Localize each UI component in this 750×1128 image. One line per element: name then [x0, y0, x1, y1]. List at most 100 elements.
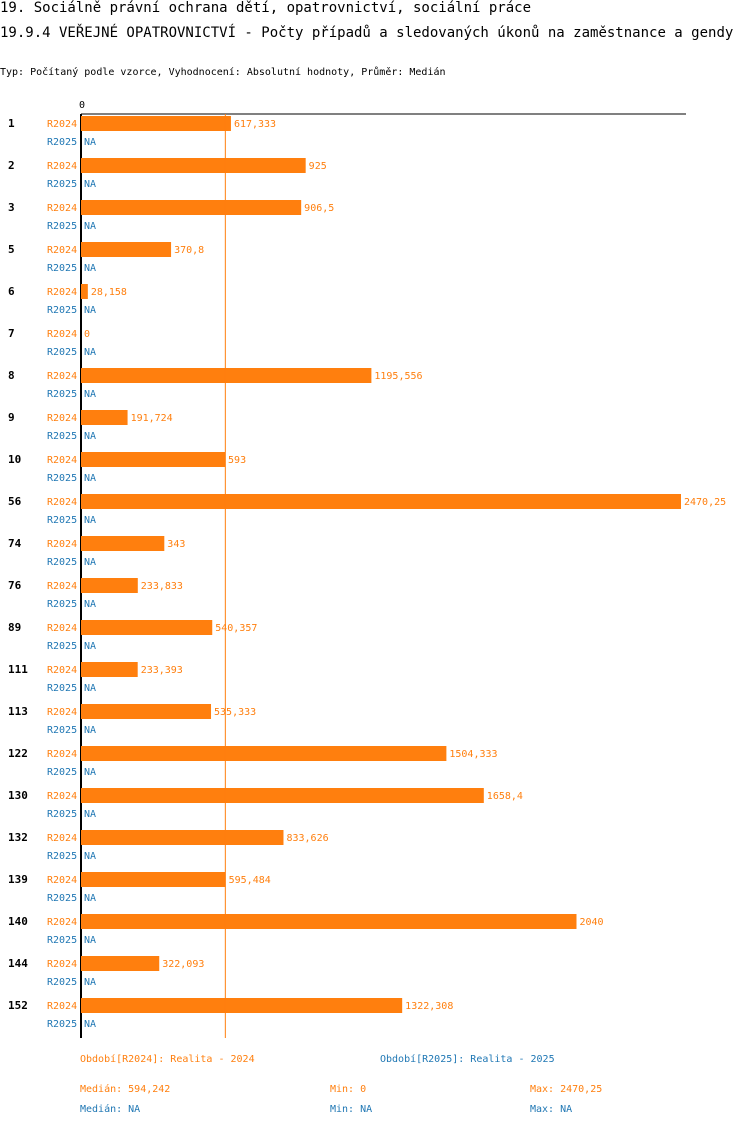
series-label-r2025: R2025: [47, 935, 77, 946]
bar-r2024: [81, 452, 226, 467]
median-r2025: Medián: NA: [80, 1104, 141, 1115]
category-label: 76: [8, 579, 22, 592]
data-label-r2024: 233,393: [141, 665, 183, 676]
series-label-r2024: R2024: [47, 917, 77, 928]
category-label: 122: [8, 747, 28, 760]
series-label-r2024: R2024: [47, 287, 77, 298]
legend-r2025: Období[R2025]: Realita - 2025: [380, 1054, 555, 1065]
series-label-r2024: R2024: [47, 329, 77, 340]
category-label: 9: [8, 411, 15, 424]
data-label-r2025: NA: [84, 599, 96, 610]
series-label-r2024: R2024: [47, 749, 77, 760]
data-label-r2025: NA: [84, 683, 96, 694]
chart-subtitle: 19.9.4 VEŘEJNÉ OPATROVNICTVÍ - Počty pří…: [0, 25, 734, 41]
series-label-r2025: R2025: [47, 557, 77, 568]
data-label-r2025: NA: [84, 557, 96, 568]
category-label: 89: [8, 621, 21, 634]
category-label: 113: [8, 705, 28, 718]
series-label-r2025: R2025: [47, 641, 77, 652]
bar-r2024: [81, 746, 447, 761]
series-label-r2024: R2024: [47, 245, 77, 256]
data-label-r2025: NA: [84, 1019, 96, 1030]
data-label-r2024: 925: [309, 161, 327, 172]
category-label: 6: [8, 285, 15, 298]
bar-r2024: [81, 200, 302, 215]
series-label-r2025: R2025: [47, 179, 77, 190]
series-label-r2024: R2024: [47, 875, 77, 886]
data-label-r2025: NA: [84, 305, 96, 316]
data-label-r2025: NA: [84, 179, 96, 190]
data-label-r2024: 535,333: [214, 707, 256, 718]
series-label-r2025: R2025: [47, 725, 77, 736]
data-label-r2025: NA: [84, 473, 96, 484]
bar-r2024: [81, 704, 212, 719]
data-label-r2025: NA: [84, 389, 96, 400]
category-label: 3: [8, 201, 15, 214]
data-label-r2025: NA: [84, 515, 96, 526]
bar-r2024: [81, 494, 681, 509]
series-label-r2024: R2024: [47, 203, 77, 214]
data-label-r2024: 343: [167, 539, 185, 550]
series-label-r2025: R2025: [47, 263, 77, 274]
category-label: 140: [8, 915, 28, 928]
x-axis-zero-label: 0: [79, 100, 85, 111]
bar-r2024: [81, 914, 577, 929]
bar-r2024: [81, 788, 484, 803]
bar-r2024: [81, 116, 231, 131]
data-label-r2024: 595,484: [229, 875, 271, 886]
category-label: 152: [8, 999, 28, 1012]
series-label-r2024: R2024: [47, 539, 77, 550]
series-label-r2025: R2025: [47, 809, 77, 820]
bar-r2024: [81, 410, 128, 425]
series-label-r2024: R2024: [47, 413, 77, 424]
series-label-r2024: R2024: [47, 497, 77, 508]
chart-type-line: Typ: Počítaný podle vzorce, Vyhodnocení:…: [0, 67, 446, 78]
data-label-r2024: 0: [84, 329, 90, 340]
data-label-r2024: 191,724: [131, 413, 173, 424]
bar-r2024: [81, 158, 306, 173]
data-label-r2024: 617,333: [234, 119, 276, 130]
series-label-r2024: R2024: [47, 119, 77, 130]
category-label: 111: [8, 663, 28, 676]
series-label-r2024: R2024: [47, 707, 77, 718]
series-label-r2025: R2025: [47, 893, 77, 904]
legend-r2024: Období[R2024]: Realita - 2024: [80, 1054, 255, 1065]
data-label-r2024: 593: [228, 455, 246, 466]
series-label-r2025: R2025: [47, 389, 77, 400]
bar-r2024: [81, 284, 88, 299]
data-label-r2025: NA: [84, 767, 96, 778]
series-label-r2024: R2024: [47, 455, 77, 466]
series-label-r2024: R2024: [47, 791, 77, 802]
category-label: 8: [8, 369, 15, 382]
data-label-r2025: NA: [84, 977, 96, 988]
category-label: 5: [8, 243, 15, 256]
series-label-r2024: R2024: [47, 959, 77, 970]
data-label-r2025: NA: [84, 935, 96, 946]
data-label-r2024: 906,5: [304, 203, 334, 214]
bar-r2024: [81, 830, 284, 845]
category-label: 7: [8, 327, 15, 340]
series-label-r2025: R2025: [47, 347, 77, 358]
series-label-r2025: R2025: [47, 137, 77, 148]
data-label-r2025: NA: [84, 809, 96, 820]
max-r2025: Max: NA: [530, 1104, 573, 1115]
category-label: 1: [8, 117, 15, 130]
data-label-r2024: 1658,4: [487, 791, 523, 802]
series-label-r2024: R2024: [47, 1001, 77, 1012]
data-label-r2025: NA: [84, 431, 96, 442]
series-label-r2025: R2025: [47, 431, 77, 442]
series-label-r2024: R2024: [47, 581, 77, 592]
min-r2024: Min: 0: [330, 1084, 367, 1095]
min-r2025: Min: NA: [330, 1104, 373, 1115]
series-label-r2024: R2024: [47, 161, 77, 172]
page-title: 19. Sociálně právní ochrana dětí, opatro…: [0, 0, 532, 16]
bar-r2024: [81, 956, 160, 971]
category-label: 74: [8, 537, 22, 550]
series-label-r2025: R2025: [47, 1019, 77, 1030]
data-label-r2025: NA: [84, 137, 96, 148]
series-label-r2025: R2025: [47, 515, 77, 526]
series-label-r2025: R2025: [47, 473, 77, 484]
bar-r2024: [81, 998, 403, 1013]
series-label-r2025: R2025: [47, 977, 77, 988]
category-label: 10: [8, 453, 21, 466]
